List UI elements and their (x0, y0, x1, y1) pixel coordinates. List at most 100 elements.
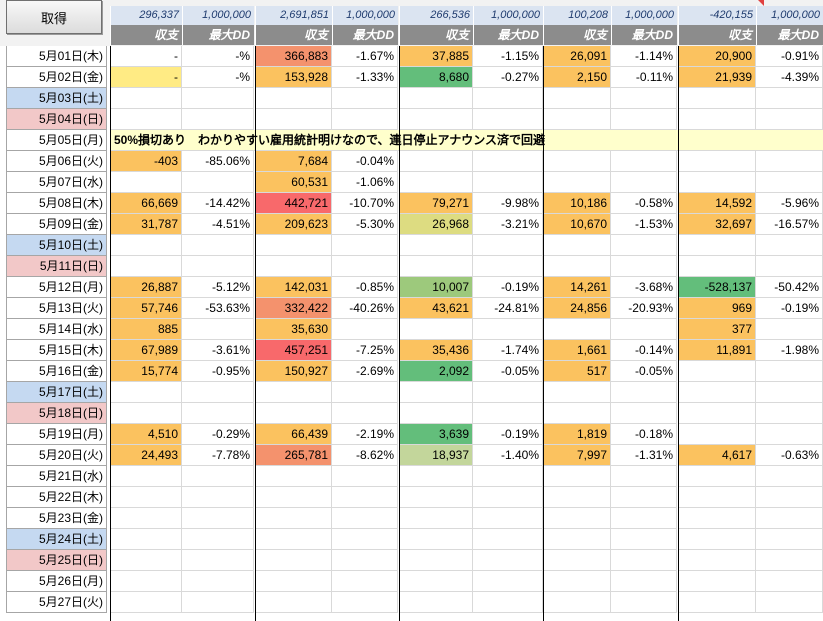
max-dd-cell[interactable] (182, 172, 254, 193)
max-dd-cell[interactable] (182, 382, 254, 403)
pl-cell[interactable]: 4,510 (110, 424, 182, 445)
date-cell[interactable]: 5月05日(月) (6, 130, 107, 151)
pl-cell[interactable]: 517 (543, 361, 611, 382)
max-dd-cell[interactable] (473, 88, 543, 109)
pl-cell[interactable] (678, 361, 756, 382)
pl-cell[interactable] (110, 172, 182, 193)
date-cell[interactable]: 5月21日(水) (6, 466, 107, 487)
note-cell[interactable]: 50%損切あり わかりやすい雇用統計明けなので、連日停止アナウンス済で回避 (110, 130, 823, 151)
max-dd-cell[interactable] (332, 529, 398, 550)
pl-cell[interactable]: 2,150 (543, 67, 611, 88)
pl-cell[interactable] (543, 319, 611, 340)
pl-cell[interactable] (399, 319, 473, 340)
pl-cell[interactable] (255, 109, 332, 130)
pl-cell[interactable]: 66,439 (255, 424, 332, 445)
max-dd-cell[interactable] (473, 592, 543, 613)
max-dd-cell[interactable] (332, 487, 398, 508)
date-cell[interactable]: 5月16日(金) (6, 361, 107, 382)
max-dd-cell[interactable] (756, 256, 823, 277)
max-dd-cell[interactable] (182, 319, 254, 340)
pl-cell[interactable] (399, 466, 473, 487)
pl-cell[interactable] (110, 109, 182, 130)
max-dd-cell[interactable] (182, 256, 254, 277)
date-cell[interactable]: 5月17日(土) (6, 382, 107, 403)
max-dd-cell[interactable] (611, 508, 677, 529)
date-cell[interactable]: 5月24日(土) (6, 529, 107, 550)
pl-cell[interactable] (255, 550, 332, 571)
pl-cell[interactable] (399, 592, 473, 613)
pl-cell[interactable]: 18,937 (399, 445, 473, 466)
max-dd-cell[interactable] (182, 109, 254, 130)
max-dd-cell[interactable]: -0.58% (611, 193, 677, 214)
pl-cell[interactable]: 265,781 (255, 445, 332, 466)
pl-cell[interactable] (543, 592, 611, 613)
max-dd-cell[interactable] (611, 592, 677, 613)
pl-cell[interactable] (678, 529, 756, 550)
max-dd-cell[interactable] (611, 172, 677, 193)
max-dd-cell[interactable] (182, 235, 254, 256)
pl-cell[interactable] (255, 592, 332, 613)
max-dd-cell[interactable] (332, 235, 398, 256)
max-dd-cell[interactable]: -0.19% (473, 277, 543, 298)
pl-cell[interactable] (255, 508, 332, 529)
pl-cell[interactable]: 31,787 (110, 214, 182, 235)
pl-cell[interactable]: 442,721 (255, 193, 332, 214)
fetch-button[interactable]: 取得 (6, 0, 102, 34)
pl-cell[interactable] (110, 403, 182, 424)
pl-cell[interactable]: - (110, 67, 182, 88)
max-dd-cell[interactable]: -% (182, 67, 254, 88)
max-dd-cell[interactable] (182, 571, 254, 592)
pl-cell[interactable] (543, 529, 611, 550)
pl-cell[interactable] (399, 256, 473, 277)
max-dd-cell[interactable] (332, 319, 398, 340)
pl-cell[interactable]: 10,186 (543, 193, 611, 214)
max-dd-cell[interactable]: -0.27% (473, 67, 543, 88)
pl-cell[interactable] (399, 529, 473, 550)
date-cell[interactable]: 5月23日(金) (6, 508, 107, 529)
pl-cell[interactable]: - (110, 46, 182, 67)
pl-cell[interactable]: 142,031 (255, 277, 332, 298)
max-dd-cell[interactable]: -20.93% (611, 298, 677, 319)
pl-cell[interactable]: 79,271 (399, 193, 473, 214)
pl-cell[interactable]: 57,746 (110, 298, 182, 319)
pl-cell[interactable]: -403 (110, 151, 182, 172)
pl-cell[interactable] (678, 256, 756, 277)
pl-cell[interactable] (543, 403, 611, 424)
pl-cell[interactable] (255, 466, 332, 487)
date-cell[interactable]: 5月15日(木) (6, 340, 107, 361)
date-cell[interactable]: 5月14日(水) (6, 319, 107, 340)
max-dd-cell[interactable]: -4.51% (182, 214, 254, 235)
max-dd-cell[interactable] (473, 319, 543, 340)
max-dd-cell[interactable]: -1.14% (611, 46, 677, 67)
pl-cell[interactable] (678, 235, 756, 256)
pl-cell[interactable] (678, 592, 756, 613)
max-dd-cell[interactable] (332, 382, 398, 403)
pl-cell[interactable] (543, 172, 611, 193)
max-dd-cell[interactable]: -1.74% (473, 340, 543, 361)
max-dd-cell[interactable]: -1.06% (332, 172, 398, 193)
pl-cell[interactable]: 32,697 (678, 214, 756, 235)
pl-cell[interactable]: 26,887 (110, 277, 182, 298)
pl-cell[interactable]: 8,680 (399, 67, 473, 88)
max-dd-cell[interactable] (756, 466, 823, 487)
max-dd-cell[interactable]: -10.70% (332, 193, 398, 214)
max-dd-cell[interactable]: -0.19% (473, 424, 543, 445)
pl-cell[interactable] (399, 487, 473, 508)
max-dd-cell[interactable] (756, 592, 823, 613)
max-dd-cell[interactable] (473, 235, 543, 256)
pl-cell[interactable]: 969 (678, 298, 756, 319)
pl-cell[interactable]: 10,670 (543, 214, 611, 235)
pl-cell[interactable] (678, 508, 756, 529)
pl-cell[interactable] (543, 466, 611, 487)
max-dd-cell[interactable] (611, 151, 677, 172)
pl-cell[interactable]: 67,989 (110, 340, 182, 361)
pl-cell[interactable]: 14,261 (543, 277, 611, 298)
max-dd-cell[interactable] (473, 529, 543, 550)
pl-cell[interactable] (110, 256, 182, 277)
max-dd-cell[interactable]: -0.29% (182, 424, 254, 445)
max-dd-cell[interactable]: -0.05% (473, 361, 543, 382)
date-cell[interactable]: 5月01日(木) (6, 46, 107, 67)
pl-cell[interactable] (399, 508, 473, 529)
max-dd-cell[interactable] (611, 529, 677, 550)
pl-cell[interactable] (399, 172, 473, 193)
